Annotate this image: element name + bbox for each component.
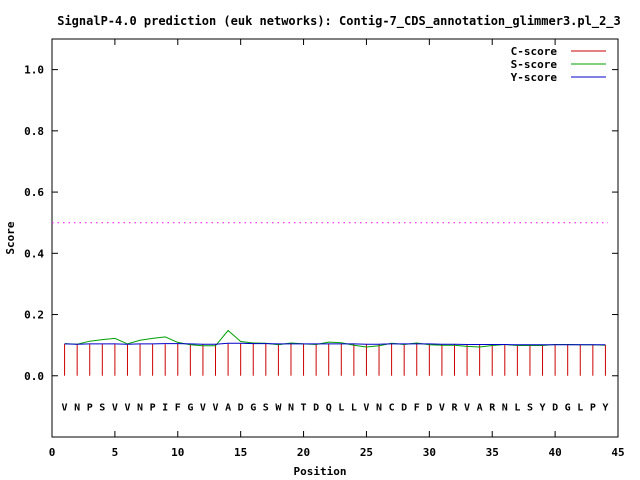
sequence-letter: V <box>464 402 470 413</box>
y-tick-label: 0.2 <box>24 309 44 322</box>
sequence-letter: A <box>225 402 231 413</box>
y-tick-label: 0.0 <box>24 370 44 383</box>
sequence-letter: Q <box>326 402 332 413</box>
sequence-letter: L <box>514 402 520 413</box>
x-tick-label: 5 <box>112 446 119 459</box>
s-score-line <box>64 329 606 348</box>
sequence-letter: F <box>414 402 420 413</box>
x-axis: 0 5 10 15 20 25 30 35 40 45 <box>49 39 625 459</box>
sequence-letter: S <box>263 402 269 413</box>
y-tick-label: 0.8 <box>24 125 44 138</box>
y-axis: 0.0 0.2 0.4 0.6 0.8 1.0 <box>24 64 618 383</box>
y-tick-label: 1.0 <box>24 64 44 77</box>
x-tick-label: 10 <box>171 446 184 459</box>
sequence-letter: V <box>200 402 206 413</box>
x-tick-label: 15 <box>234 446 247 459</box>
y-score-line <box>64 342 606 346</box>
sequence-letter: Y <box>540 402 546 413</box>
legend-label: S-score <box>511 58 558 71</box>
sequence-letter: V <box>439 402 445 413</box>
sequence-letter: D <box>401 402 407 413</box>
sequence-letter: S <box>99 402 105 413</box>
x-tick-label: 0 <box>49 446 56 459</box>
chart-title: SignalP-4.0 prediction (euk networks): C… <box>57 14 621 29</box>
sequence-letter: F <box>175 402 181 413</box>
sequence-letter: V <box>124 402 130 413</box>
x-axis-label: Position <box>294 465 347 478</box>
legend-label: C-score <box>511 45 558 58</box>
sequence-letter: V <box>363 402 369 413</box>
c-score-impulses <box>64 343 606 376</box>
x-tick-label: 30 <box>423 446 436 459</box>
sequence-letter: P <box>87 402 93 413</box>
sequence-letter: N <box>74 402 80 413</box>
sequence-letter: V <box>112 402 118 413</box>
sequence-letter: R <box>489 402 496 413</box>
sequence-letter: G <box>250 402 256 413</box>
sequence-letter: Y <box>602 402 608 413</box>
x-tick-label: 35 <box>486 446 499 459</box>
sequence-letter: D <box>552 402 558 413</box>
y-tick-label: 0.4 <box>24 247 44 260</box>
sequence-letter: L <box>351 402 357 413</box>
sequence-letter: S <box>527 402 533 413</box>
x-tick-label: 25 <box>360 446 373 459</box>
sequence-letter: G <box>565 402 571 413</box>
sequence-letter: C <box>389 402 395 413</box>
x-tick-label: 20 <box>297 446 310 459</box>
sequence-letter: V <box>212 402 218 413</box>
sequence-letter: N <box>376 402 382 413</box>
sequence-letter: P <box>590 402 596 413</box>
sequence-letter: W <box>275 402 282 413</box>
y-tick-label: 0.6 <box>24 186 44 199</box>
sequence-letter: A <box>477 402 483 413</box>
plot-frame <box>51 38 619 438</box>
y-axis-label: Score <box>4 221 17 254</box>
sequence-letter: L <box>338 402 344 413</box>
sequence-letter: D <box>313 402 319 413</box>
legend-label: Y-score <box>511 71 558 84</box>
x-tick-label: 45 <box>611 446 624 459</box>
score-lines <box>64 329 606 348</box>
sequence-letter: N <box>502 402 508 413</box>
sequence-letter: L <box>577 402 583 413</box>
sequence-letter: N <box>137 402 143 413</box>
sequence-letter: D <box>238 402 244 413</box>
sequence-letter: P <box>150 402 156 413</box>
sequence-letter: V <box>62 402 68 413</box>
sequence-letter: G <box>187 402 193 413</box>
sequence-letter: D <box>426 402 432 413</box>
sequence-letter: I <box>162 402 168 413</box>
sequence-letter: T <box>301 402 307 413</box>
x-tick-label: 40 <box>548 446 561 459</box>
sequence-letter: R <box>451 402 458 413</box>
sequence-letter: N <box>288 402 294 413</box>
